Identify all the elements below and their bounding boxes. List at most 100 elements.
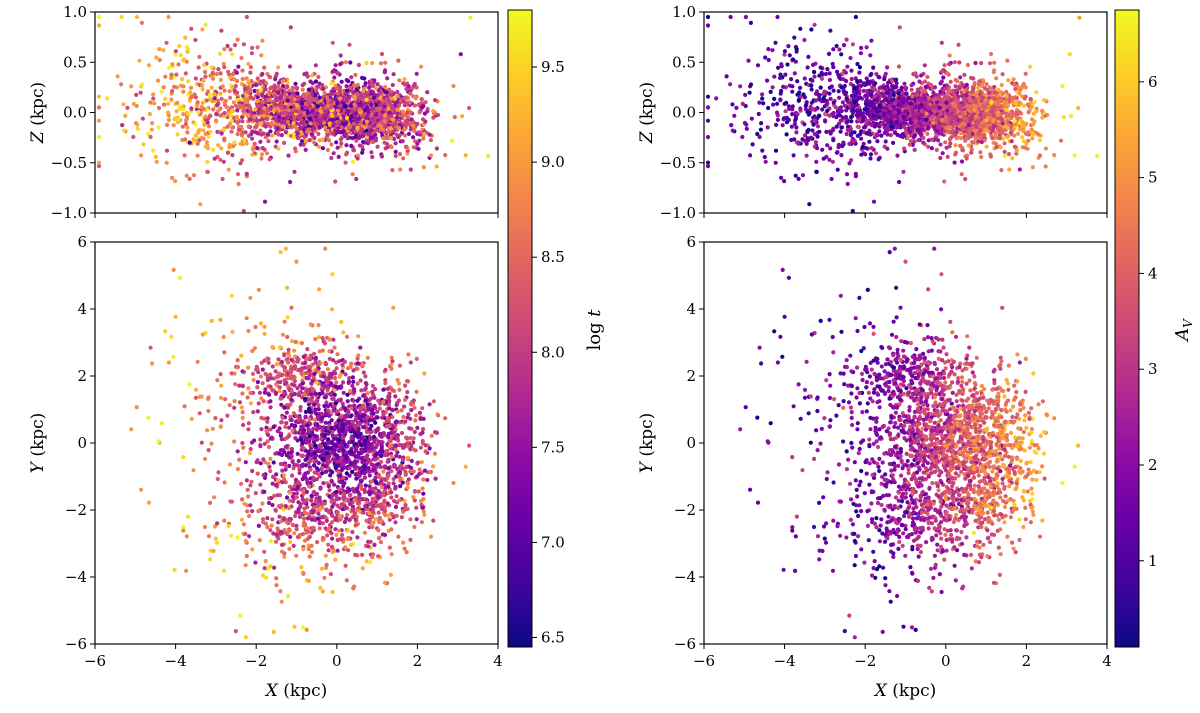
data-point bbox=[228, 95, 233, 100]
data-point bbox=[351, 148, 356, 153]
data-point bbox=[428, 138, 433, 143]
data-point bbox=[364, 119, 369, 124]
data-point bbox=[370, 139, 375, 145]
data-point bbox=[302, 392, 307, 397]
data-point bbox=[181, 107, 186, 112]
data-point bbox=[266, 139, 271, 144]
data-point bbox=[335, 100, 340, 105]
data-point bbox=[254, 367, 259, 372]
data-point bbox=[293, 81, 298, 86]
data-point bbox=[241, 42, 246, 47]
data-point bbox=[334, 380, 339, 385]
data-point bbox=[264, 81, 269, 86]
data-point bbox=[306, 402, 311, 407]
data-point bbox=[420, 427, 426, 432]
data-point bbox=[178, 106, 183, 111]
data-point bbox=[227, 89, 232, 94]
data-point bbox=[211, 147, 216, 152]
data-point bbox=[304, 627, 309, 633]
data-point bbox=[387, 423, 392, 429]
data-point bbox=[236, 181, 241, 187]
data-point bbox=[402, 442, 407, 448]
data-point bbox=[267, 74, 272, 80]
data-point bbox=[266, 97, 271, 102]
data-point bbox=[215, 103, 220, 108]
data-point bbox=[352, 403, 357, 408]
data-point bbox=[406, 412, 411, 417]
data-point bbox=[381, 136, 386, 141]
data-point bbox=[323, 403, 328, 408]
data-point bbox=[366, 449, 371, 454]
data-point bbox=[369, 112, 374, 117]
data-point bbox=[315, 540, 320, 545]
data-point bbox=[288, 179, 293, 185]
data-point bbox=[375, 82, 380, 87]
data-point bbox=[353, 460, 358, 465]
data-point bbox=[185, 125, 190, 130]
data-point bbox=[335, 145, 340, 150]
data-point bbox=[229, 129, 234, 134]
data-point bbox=[295, 451, 300, 456]
data-point bbox=[380, 100, 385, 105]
data-point bbox=[259, 53, 264, 58]
data-point bbox=[369, 150, 374, 155]
data-point bbox=[280, 84, 286, 89]
data-point bbox=[195, 141, 200, 146]
data-point bbox=[402, 95, 407, 100]
data-point bbox=[381, 469, 386, 474]
data-point bbox=[254, 125, 259, 130]
data-point bbox=[226, 167, 231, 172]
data-point bbox=[390, 168, 395, 173]
data-point bbox=[203, 22, 208, 27]
data-point bbox=[166, 14, 171, 20]
data-point bbox=[355, 93, 360, 98]
data-point bbox=[338, 88, 343, 93]
data-point bbox=[268, 129, 273, 134]
data-point bbox=[377, 112, 382, 117]
data-point bbox=[206, 534, 212, 539]
data-point bbox=[327, 488, 332, 493]
data-point bbox=[249, 131, 254, 137]
data-point bbox=[327, 446, 332, 451]
data-point bbox=[334, 360, 339, 365]
y-tick-label: 0.5 bbox=[63, 53, 87, 71]
data-point bbox=[389, 355, 394, 360]
data-point bbox=[383, 381, 388, 386]
data-point bbox=[297, 95, 302, 100]
data-point bbox=[364, 135, 369, 140]
data-point bbox=[326, 99, 331, 104]
data-point bbox=[218, 77, 223, 83]
data-point bbox=[458, 52, 463, 57]
data-point bbox=[305, 91, 310, 96]
data-point bbox=[378, 91, 383, 96]
data-point bbox=[353, 464, 358, 469]
data-point bbox=[189, 106, 194, 111]
data-point bbox=[272, 85, 277, 90]
data-point bbox=[435, 412, 440, 417]
data-point bbox=[212, 156, 217, 161]
data-point bbox=[159, 89, 164, 94]
data-point bbox=[336, 125, 341, 131]
data-point bbox=[320, 146, 325, 151]
data-point bbox=[348, 60, 353, 65]
data-point bbox=[244, 14, 249, 20]
data-point bbox=[248, 109, 253, 114]
data-point bbox=[173, 49, 178, 54]
data-point bbox=[135, 126, 140, 131]
data-point bbox=[295, 85, 300, 91]
data-point bbox=[314, 88, 319, 93]
data-point bbox=[146, 131, 151, 137]
data-point bbox=[353, 425, 358, 430]
data-point bbox=[460, 114, 465, 119]
data-point bbox=[250, 509, 255, 514]
data-point bbox=[371, 95, 377, 100]
data-point bbox=[363, 81, 368, 86]
data-point bbox=[358, 96, 363, 101]
data-point bbox=[282, 353, 287, 358]
data-point bbox=[248, 65, 253, 70]
data-point bbox=[369, 423, 374, 428]
data-point bbox=[315, 117, 320, 122]
data-point bbox=[399, 463, 404, 468]
data-point bbox=[387, 545, 392, 550]
data-point bbox=[236, 127, 241, 132]
